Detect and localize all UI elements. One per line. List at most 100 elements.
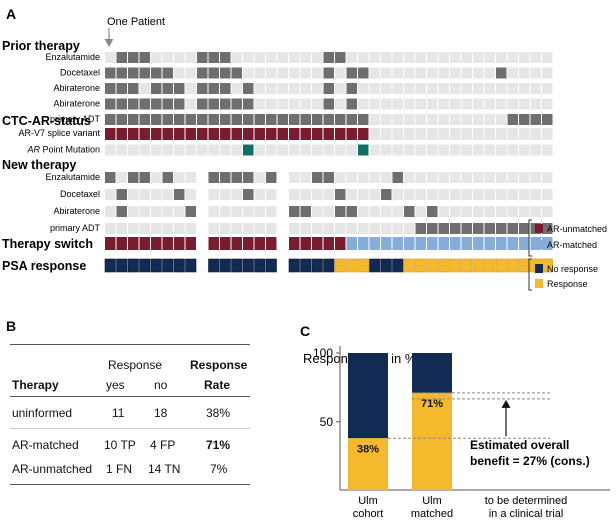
prior-row-1-cell — [220, 67, 231, 79]
bar-value-label: 38% — [357, 443, 379, 455]
prior-row-1-cell — [300, 67, 311, 79]
therapy-switch-unmatched-cell — [312, 237, 323, 250]
new-row-0-cell — [496, 172, 507, 183]
psa-no-response-cell — [392, 258, 404, 273]
therapy-switch-matched-cell — [369, 237, 380, 250]
ctc-row-ar-v7-cell — [323, 128, 334, 140]
ctc-row-ar-v7-cell — [346, 128, 357, 140]
prior-row-1-cell — [404, 67, 415, 79]
prior-row-2-cell — [346, 83, 357, 94]
new-row-2-cell — [162, 206, 173, 217]
therapy-switch-unmatched-cell — [266, 237, 277, 250]
prior-row-1-cell — [128, 67, 139, 79]
prior-row-4-cell — [162, 114, 173, 125]
new-row-0-cell — [300, 172, 311, 183]
new-row-0-cell — [231, 172, 242, 183]
new-row-1-cell — [266, 189, 277, 200]
prior-row-2-cell — [231, 83, 242, 94]
prior-row-2-cell — [243, 83, 254, 94]
row-unmatched-rate: 7% — [210, 462, 228, 476]
prior-row-3-cell — [484, 98, 495, 110]
new-row-2-cell — [335, 206, 346, 217]
psa-no-response-cell — [208, 258, 220, 273]
psa-no-response-cell — [150, 258, 162, 273]
therapy-switch-matched-cell — [484, 237, 495, 250]
new-row-1-cell — [128, 189, 139, 200]
ctc-row-ar-v7-cell — [105, 128, 116, 140]
ctc-row-ar-v7-cell — [139, 128, 150, 140]
new-row-3-cell — [507, 223, 518, 234]
new-row-2-cell — [473, 206, 484, 217]
psa-no-response-cell — [242, 258, 254, 273]
ctc-row-ar-v7-cell — [519, 128, 530, 140]
new-row-0-cell — [358, 172, 369, 183]
psa-response-cell — [415, 258, 427, 273]
prior-row-4-cell — [323, 114, 334, 125]
prior-row-2-cell — [128, 83, 139, 94]
psa-response-cell — [495, 258, 507, 273]
prior-row-2-cell — [266, 83, 277, 94]
new-row-1-cell — [174, 189, 185, 200]
prior-row-1-cell — [438, 67, 449, 79]
new-row-2-cell — [484, 206, 495, 217]
new-row-0-cell — [254, 172, 265, 183]
therapy-switch-unmatched-cell — [162, 237, 173, 250]
new-row-2-cell — [208, 206, 219, 217]
prior-row-4-cell — [358, 114, 369, 125]
ctc-row-mutation-cell — [289, 144, 300, 156]
legend-psa-bracket — [528, 258, 532, 291]
prior-row-3-cell — [438, 98, 449, 110]
new-row-2-cell — [392, 206, 403, 217]
prior-row-3-cell — [450, 98, 461, 110]
ctc-row-mutation-cell — [323, 144, 334, 156]
prior-row-3-cell — [369, 98, 380, 110]
x-category-label: matched — [411, 508, 453, 520]
new-row-1-cell — [369, 189, 380, 200]
psa-no-response-cell — [173, 258, 185, 273]
prior-row-4-cell — [438, 114, 449, 125]
prior-row-3-cell — [300, 98, 311, 110]
prior-row-2-cell — [381, 83, 392, 94]
prior-row-2-cell — [312, 83, 323, 94]
ctc-row-ar-v7-cell — [243, 128, 254, 140]
psa-no-response-cell — [380, 258, 392, 273]
psa-response-cell — [426, 258, 438, 273]
x-category-label: cohort — [353, 508, 384, 520]
prior-row-3-cell — [231, 98, 242, 110]
ctc-row-mutation-cell — [519, 144, 530, 156]
prior-row-2-cell — [438, 83, 449, 94]
prior-row-0-cell — [415, 52, 426, 63]
therapy-switch-matched-cell — [415, 237, 426, 250]
prior-row-0-cell — [162, 52, 173, 63]
ctc-row-ar-v7-cell — [208, 128, 219, 140]
section-psa-response: PSA response — [2, 259, 86, 273]
ctc-row-mutation-cell — [116, 144, 127, 156]
new-row-2-cell — [450, 206, 461, 217]
prior-row-0-cell — [243, 52, 254, 63]
new-row-3-cell — [289, 223, 300, 234]
new-row-0-cell — [346, 172, 357, 183]
new-row-0-cell — [174, 172, 185, 183]
new-row-0-cell — [185, 172, 196, 183]
psa-response-cell — [346, 258, 358, 273]
new-row-3-cell — [484, 223, 495, 234]
new-row-1-cell — [231, 189, 242, 200]
ctc-row-mutation-cell — [277, 144, 288, 156]
prior-row-1-cell — [151, 67, 162, 79]
prior-row-0-cell — [128, 52, 139, 63]
new-row-0-cell — [266, 172, 277, 183]
new-row-3-cell — [381, 223, 392, 234]
prior-row-0-cell — [266, 52, 277, 63]
new-row-1-cell — [358, 189, 369, 200]
bar-response — [348, 438, 388, 490]
ctc-row-ar-v7-cell — [185, 128, 196, 140]
new-row-1-cell — [162, 189, 173, 200]
new-row-label: Enzalutamide — [45, 172, 100, 182]
bar-response — [412, 392, 452, 490]
prior-row-4-cell — [427, 114, 438, 125]
prior-row-4-cell — [243, 114, 254, 125]
new-row-0-cell — [151, 172, 162, 183]
prior-row-4-cell — [484, 114, 495, 125]
ctc-row-ar-v7-cell — [312, 128, 323, 140]
